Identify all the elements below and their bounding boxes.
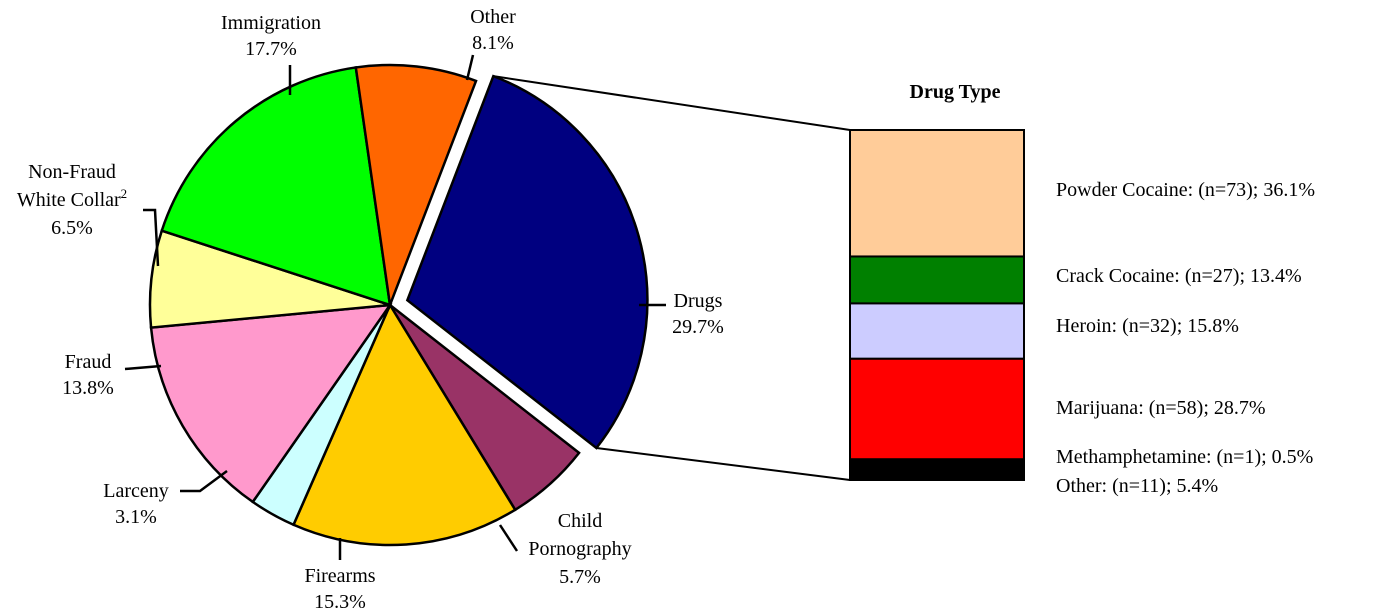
bar-label-powder-cocaine: Powder Cocaine: (n=73); 36.1% bbox=[1056, 179, 1315, 201]
bar-label-crack-cocaine: Crack Cocaine: (n=27); 13.4% bbox=[1056, 265, 1302, 287]
pie-label-fraud-leader bbox=[124, 364, 162, 371]
bar-label-marijuana: Marijuana: (n=58); 28.7% bbox=[1056, 397, 1266, 419]
pie-slice-firearms bbox=[291, 302, 517, 547]
pie-label-larceny-leader bbox=[180, 469, 228, 493]
pie-label-fraud-name-1: Fraud bbox=[65, 351, 112, 373]
pie-label-larceny-value: 3.1% bbox=[115, 506, 157, 528]
pie-label-child-pornography-name-1: Child bbox=[558, 510, 602, 532]
pie-label-non-fraud-white-collar-name-2: White Collar2 bbox=[17, 186, 127, 211]
pie-slice-immigration bbox=[160, 66, 392, 307]
pie-label-child-pornography-value: 5.7% bbox=[559, 566, 601, 588]
bar-label-other: Other: (n=11); 5.4% bbox=[1056, 475, 1218, 497]
pie-label-child-pornography-name-2: Pornography bbox=[528, 538, 631, 560]
pie-label-drugs-name-1: Drugs bbox=[674, 290, 723, 312]
bar-segment-other bbox=[849, 460, 1025, 482]
pie-label-other-value: 8.1% bbox=[472, 32, 514, 54]
pie-slice-drugs bbox=[405, 74, 649, 450]
connector-line-top bbox=[493, 75, 851, 131]
pie-label-non-fraud-white-collar-value: 6.5% bbox=[51, 217, 93, 239]
pie-slice-other bbox=[354, 63, 478, 310]
bar-label-heroin: Heroin: (n=32); 15.8% bbox=[1056, 315, 1239, 337]
offense-pie-chart bbox=[148, 63, 649, 547]
chart-labels: Drugs 29.7% Child Pornography 5.7% Firearms 15… bbox=[17, 6, 1315, 613]
bar-segment-crack-cocaine bbox=[849, 255, 1025, 305]
pie-label-non-fraud-white-collar-superscript: 2 bbox=[121, 186, 128, 201]
pie-label-non-fraud-white-collar-name-1: Non-Fraud bbox=[28, 161, 116, 183]
pie-label-other-leader bbox=[465, 54, 475, 81]
pie-label-immigration-name-1: Immigration bbox=[221, 12, 321, 34]
bar-segment-powder-cocaine bbox=[849, 129, 1025, 258]
drug-type-stacked-bar bbox=[849, 129, 1025, 482]
pie-label-firearms-value: 15.3% bbox=[314, 591, 366, 613]
pie-slice-fraud bbox=[149, 303, 393, 504]
drug-type-title: Drug Type bbox=[910, 81, 1001, 103]
pie-label-fraud-value: 13.8% bbox=[62, 377, 114, 399]
explode-connector-lines bbox=[493, 75, 851, 481]
pie-label-child-pornography-leader bbox=[498, 524, 519, 552]
pie-label-firearms-name-1: Firearms bbox=[304, 565, 375, 587]
pie-label-other-name-1: Other bbox=[470, 6, 516, 28]
bar-segment-marijuana bbox=[849, 357, 1025, 461]
bar-segment-heroin bbox=[849, 302, 1025, 360]
connector-line-bottom bbox=[596, 447, 851, 481]
pie-label-non-fraud-white-collar-leader bbox=[143, 208, 160, 267]
pie-label-immigration-value: 17.7% bbox=[245, 38, 297, 60]
pie-label-drugs-value: 29.7% bbox=[672, 316, 724, 338]
pie-label-larceny-name-1: Larceny bbox=[103, 480, 169, 502]
bar-label-methamphetamine: Methamphetamine: (n=1); 0.5% bbox=[1056, 446, 1313, 468]
